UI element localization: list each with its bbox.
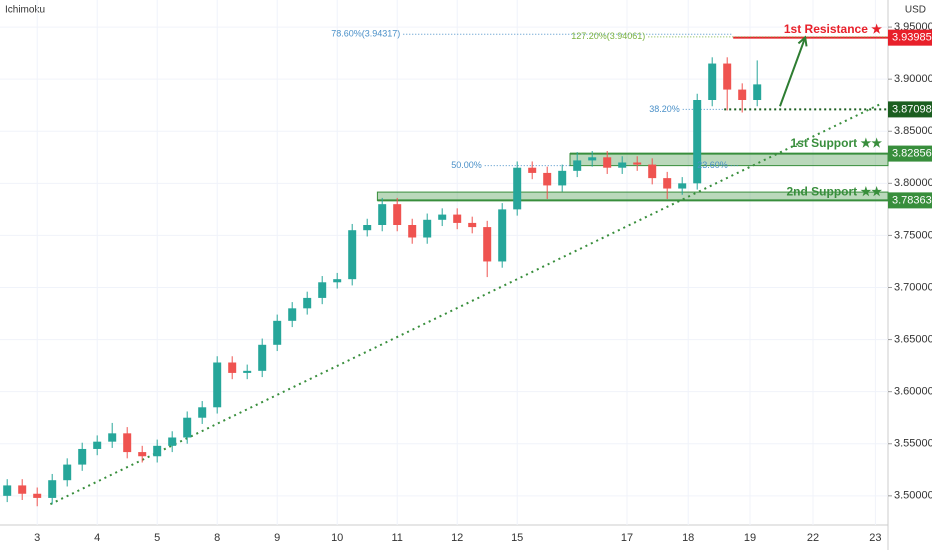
candle-body [588,157,597,161]
candle-body [63,464,72,481]
candle-body [18,485,27,494]
indicator-title: Ichimoku [5,5,45,16]
x-tick-label: 18 [682,532,694,544]
price-tag [888,145,932,162]
candle-body [288,308,297,321]
candle-body [558,170,567,186]
arrow-line [779,37,807,107]
candle-body [228,362,237,373]
candle-body [663,178,672,189]
candle-body [3,485,12,496]
candle-body [108,433,117,442]
y-tick-label: 3.60000 [894,386,932,398]
candle-body [33,493,42,498]
candle-body [168,437,177,446]
x-tick-label: 17 [621,532,633,544]
x-tick-label: 9 [274,532,280,544]
candle-body [93,441,102,449]
price-tag-label: 3.82856 [892,147,932,159]
candle-body [48,480,57,498]
x-tick-label: 15 [511,532,523,544]
y-tick-label: 3.80000 [894,177,932,189]
x-tick-label: 19 [744,532,756,544]
candle-body [243,370,252,373]
level-label: 1st Support ★★ [790,136,882,150]
x-tick-label: 4 [94,532,100,544]
candle-body [138,452,147,457]
x-tick-label: 5 [154,532,160,544]
candle-body [318,282,327,298]
support-zone [569,153,889,167]
x-tick-label: 10 [331,532,343,544]
candle-body [528,167,537,173]
candle-body [678,183,687,189]
candle-body [543,172,552,186]
candle-body [633,162,642,165]
arrow-head [797,35,808,47]
candle-body [408,225,417,238]
x-tick-label: 22 [807,532,819,544]
candle-body [213,362,222,408]
candle-body [333,279,342,283]
price-tag [888,29,932,46]
y-tick-label: 3.50000 [894,490,932,502]
candle-body [723,63,732,90]
candle-body [78,448,87,465]
y-tick-label: 3.70000 [894,281,932,293]
price-tag-label: 3.87098 [892,103,932,115]
candle-body [438,214,447,220]
candle-body [348,230,357,280]
y-tick-label: 3.55000 [894,438,932,450]
currency: USD [905,5,926,16]
x-tick-label: 12 [451,532,463,544]
level-label: 2nd Support ★★ [786,185,882,199]
candle-body [618,162,627,168]
x-tick-label: 8 [214,532,220,544]
candle-body [573,160,582,171]
level-label: 1st Resistance ★ [784,22,882,36]
x-tick-label: 11 [391,532,402,544]
price-tag [888,192,932,209]
candle-body [648,164,657,179]
candle-body [258,344,267,371]
candle-body [303,297,312,309]
price-tag-label: 3.78363 [892,194,932,206]
fib-label: 127.20%(3.94061) [571,31,645,41]
x-tick-label: 23 [869,532,881,544]
y-tick-label: 3.90000 [894,73,932,85]
candle-body [738,89,747,100]
fib-label: 50.00% [451,160,482,170]
candle-body [123,433,132,453]
candle-body [753,84,762,100]
candle-body [468,222,477,228]
y-tick-label: 3.85000 [894,125,932,137]
y-tick-label: 3.65000 [894,333,932,345]
price-tag-label: 3.93985 [892,32,932,44]
candle-body [423,219,432,238]
candle-body [273,320,282,345]
x-tick-label: 3 [34,532,40,544]
candle-body [498,209,507,262]
candle-body [483,227,492,262]
fib-label: 23.60% [697,160,728,170]
candle-body [153,445,162,457]
candle-body [693,100,702,184]
candle-body [513,167,522,210]
fib-label: 78.60%(3.94317) [331,29,400,39]
y-tick-label: 3.75000 [894,229,932,241]
fib-label: 38.20% [649,104,680,114]
candle-body [183,417,192,438]
candle-body [393,204,402,225]
candle-body [453,214,462,223]
candle-body [378,204,387,225]
candle-body [363,225,372,231]
candle-body [198,407,207,418]
candle-body [603,157,612,168]
price-tag [888,101,932,118]
candle-body [708,63,717,100]
